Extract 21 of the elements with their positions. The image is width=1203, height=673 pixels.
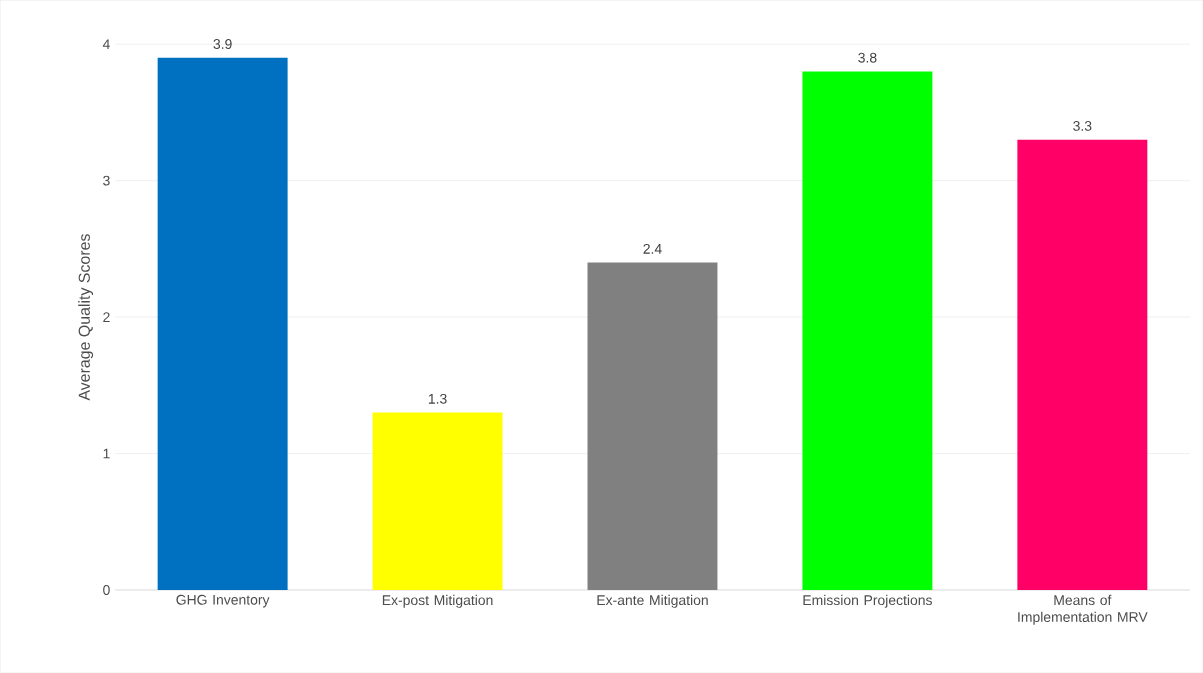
bar [587, 262, 718, 590]
x-tick-label: Ex-post Mitigation [382, 594, 493, 608]
data-label: 3.8 [858, 52, 877, 63]
x-tick-label: Ex-ante Mitigation [597, 594, 708, 608]
data-label: 1.3 [428, 393, 447, 404]
y-axis-title: Average Quality Scores [78, 234, 94, 401]
data-label: 3.3 [1073, 120, 1092, 131]
bar [372, 412, 503, 590]
y-tick-label: 0 [103, 584, 110, 595]
x-tick-label: Means of Implementation MRV [1018, 594, 1148, 625]
data-label: 2.4 [643, 243, 662, 254]
bar [157, 57, 288, 590]
x-tick-label: Emission Projections [803, 594, 932, 608]
y-tick-label: 4 [102, 39, 110, 49]
bar [1017, 139, 1148, 590]
data-label: 3.9 [213, 39, 232, 49]
y-tick-label: 3 [103, 175, 110, 186]
bar [802, 71, 933, 590]
x-tick-label: GHG Inventory [176, 594, 270, 608]
y-tick-label: 2 [103, 312, 110, 322]
y-tick-label: 1 [103, 448, 110, 459]
